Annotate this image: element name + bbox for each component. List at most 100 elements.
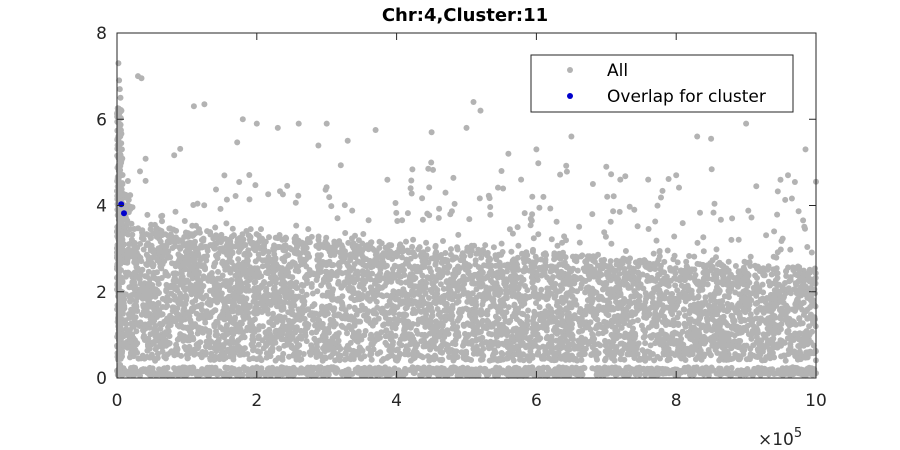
all-point (349, 289, 356, 296)
all-point (407, 357, 414, 364)
all-point (642, 290, 649, 297)
all-point (335, 278, 342, 285)
all-point (251, 265, 258, 272)
all-point (765, 330, 771, 337)
all-point (595, 350, 602, 357)
all-point (574, 267, 581, 274)
all-point (487, 303, 494, 310)
all-point (200, 295, 207, 302)
all-point (235, 337, 242, 344)
all-point (535, 295, 542, 302)
all-point (771, 301, 778, 308)
all-point (429, 337, 436, 344)
all-point (207, 356, 214, 363)
all-point (635, 340, 642, 347)
all-point (133, 328, 140, 335)
all-point (236, 351, 243, 358)
all-point (748, 331, 755, 338)
all-point (417, 281, 424, 288)
all-point (552, 324, 559, 331)
all-point (658, 308, 665, 315)
all-point (520, 351, 527, 358)
all-point (357, 318, 364, 325)
all-point (795, 278, 802, 285)
all-point (652, 312, 659, 319)
all-point (780, 285, 787, 292)
all-point (544, 350, 551, 357)
all-point (397, 298, 404, 305)
all-point (475, 279, 482, 286)
all-point (410, 292, 417, 299)
all-point (317, 252, 324, 259)
all-point (564, 351, 571, 358)
all-point (467, 291, 474, 298)
all-point (651, 262, 658, 269)
all-point (269, 345, 276, 352)
all-point (778, 305, 785, 312)
all-point (385, 353, 392, 360)
all-point (232, 243, 239, 250)
all-point (492, 313, 499, 320)
all-point (183, 346, 189, 353)
all-point (796, 330, 803, 337)
all-point (194, 330, 201, 337)
all-point (508, 336, 515, 342)
all-point (522, 327, 529, 334)
all-point (328, 353, 335, 360)
all-point (369, 322, 376, 329)
all-point (438, 314, 444, 321)
all-point (576, 328, 582, 335)
all-point (300, 351, 307, 357)
all-point (621, 344, 628, 351)
all-point (326, 276, 333, 283)
all-point (461, 322, 467, 329)
all-point (139, 266, 146, 273)
all-point (321, 308, 328, 315)
all-point (736, 312, 743, 318)
all-point (308, 281, 315, 287)
all-point (451, 269, 458, 276)
all-point (261, 246, 268, 253)
all-point (654, 275, 661, 282)
all-point (412, 253, 419, 260)
all-point (732, 351, 739, 358)
all-point (436, 329, 443, 336)
all-point (346, 346, 353, 353)
all-point (160, 249, 167, 256)
all-point (599, 259, 606, 266)
all-point (676, 291, 683, 298)
all-point (770, 329, 777, 336)
all-point (198, 301, 205, 308)
all-point (599, 295, 606, 302)
all-point (437, 309, 443, 316)
all-point (358, 347, 365, 353)
all-point (303, 273, 309, 280)
all-point (564, 290, 571, 297)
all-point (397, 350, 403, 357)
all-point (402, 291, 409, 298)
all-point (574, 357, 581, 364)
all-point (809, 328, 816, 335)
all-point (706, 349, 713, 356)
all-point (215, 336, 222, 343)
all-point (181, 260, 188, 267)
all-point (182, 248, 189, 255)
all-point (433, 249, 440, 255)
all-point (449, 302, 456, 309)
all-point (320, 324, 327, 331)
all-point (324, 245, 331, 252)
all-point (392, 296, 399, 303)
all-point (583, 284, 590, 291)
all-point (634, 317, 641, 324)
all-point (695, 354, 701, 360)
all-point (616, 270, 623, 277)
all-point (605, 312, 612, 319)
all-point (489, 321, 495, 328)
all-point (438, 357, 445, 364)
all-point (593, 289, 600, 296)
all-point (276, 244, 283, 250)
all-point (763, 317, 770, 324)
all-point (708, 338, 715, 345)
all-point (255, 333, 262, 340)
all-point (779, 338, 786, 345)
